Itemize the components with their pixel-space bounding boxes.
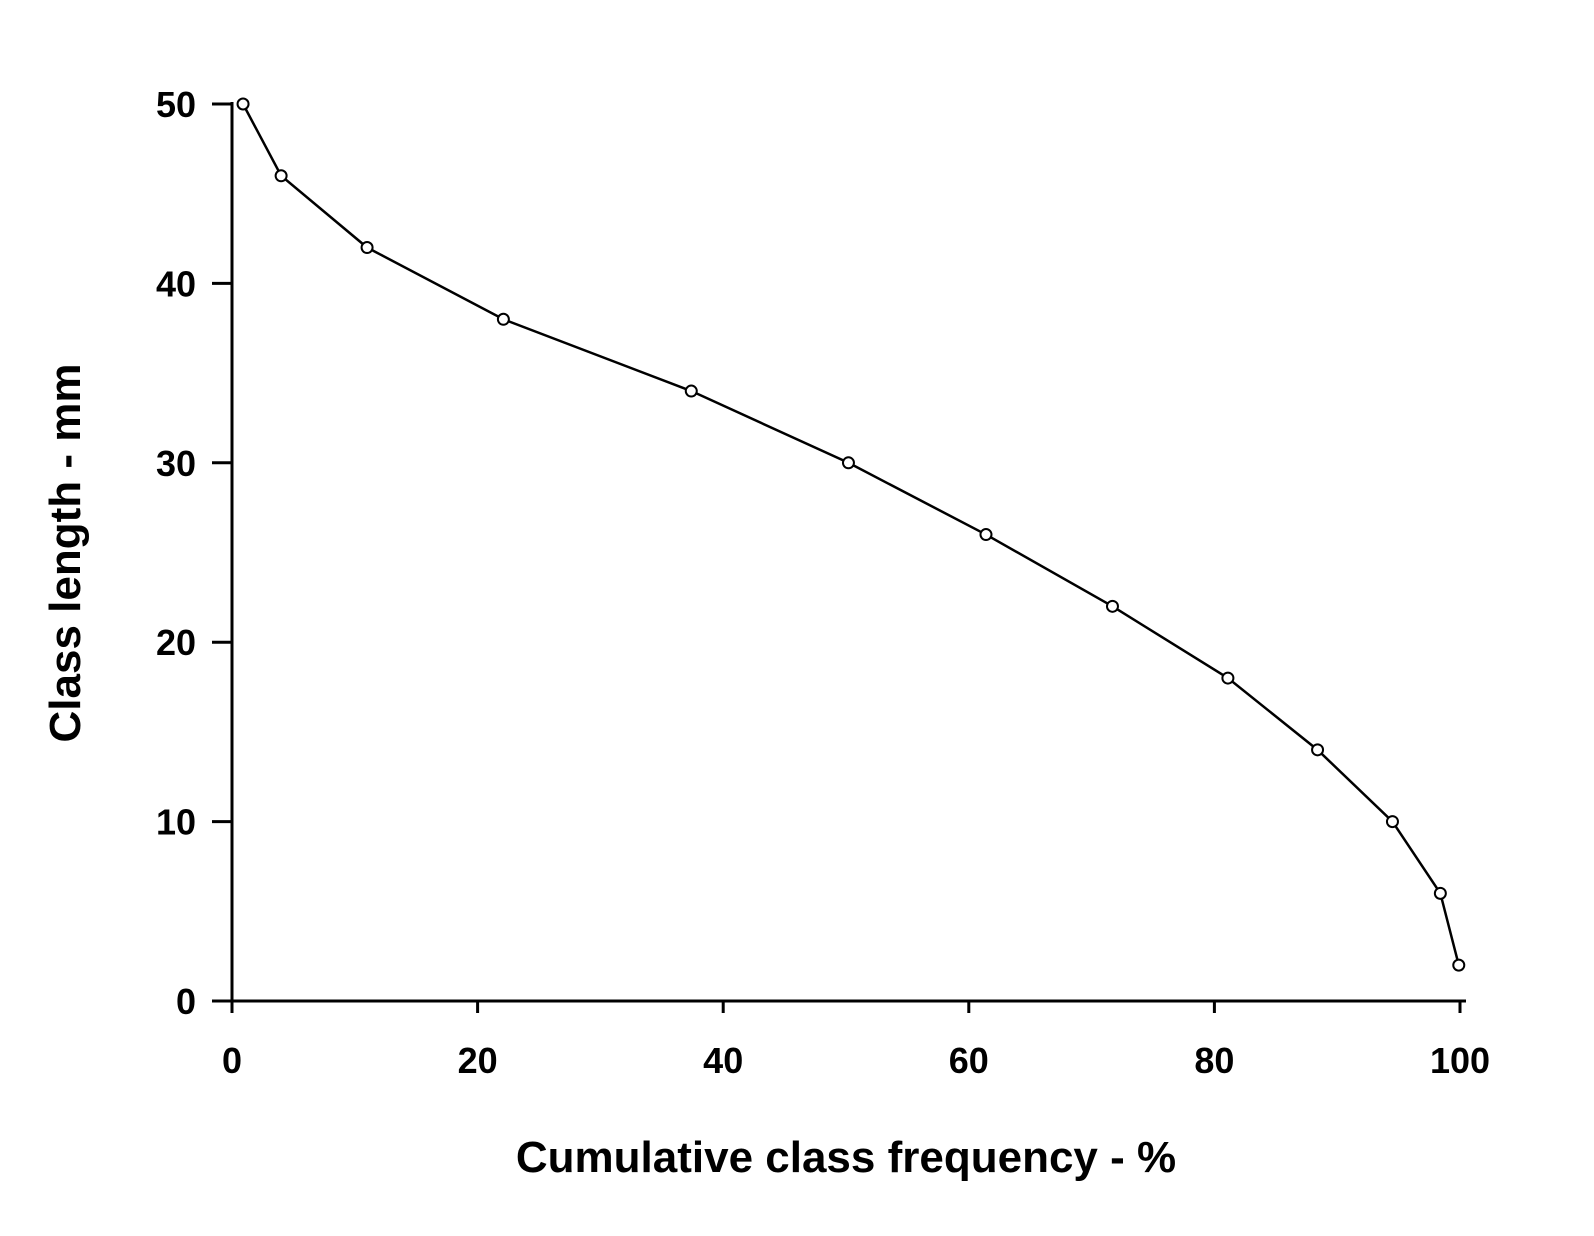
x-tick-label: 0 xyxy=(222,1040,242,1081)
y-axis-title: Class length - mm xyxy=(41,364,90,743)
x-tick-label: 20 xyxy=(458,1040,498,1081)
x-tick-label: 80 xyxy=(1194,1040,1234,1081)
y-tick-label: 0 xyxy=(176,981,196,1022)
x-tick-label: 100 xyxy=(1430,1040,1490,1081)
data-point xyxy=(236,97,250,111)
data-point xyxy=(684,384,698,398)
data-point xyxy=(979,528,993,542)
series-line xyxy=(241,103,1460,966)
y-tick-label: 10 xyxy=(156,802,196,843)
data-point xyxy=(360,241,374,255)
x-tick-label: 60 xyxy=(949,1040,989,1081)
data-point xyxy=(1452,958,1466,972)
data-point xyxy=(1311,743,1325,757)
tick-labels: 0 10 20 30 40 50 0 20 40 60 80 100 xyxy=(156,84,1490,1081)
data-point xyxy=(1433,886,1447,900)
plot-area xyxy=(236,97,1466,972)
x-tick-label: 40 xyxy=(703,1040,743,1081)
data-point xyxy=(841,456,855,470)
y-tick-label: 40 xyxy=(156,263,196,304)
data-point xyxy=(1385,815,1399,829)
y-tick-label: 50 xyxy=(156,84,196,125)
data-point xyxy=(1105,599,1119,613)
data-point xyxy=(1221,671,1235,685)
x-axis-title: Cumulative class frequency - % xyxy=(516,1133,1176,1182)
y-tick-label: 20 xyxy=(156,622,196,663)
data-point xyxy=(274,169,288,183)
data-point xyxy=(496,312,510,326)
y-tick-label: 30 xyxy=(156,443,196,484)
axes xyxy=(212,102,1466,1013)
